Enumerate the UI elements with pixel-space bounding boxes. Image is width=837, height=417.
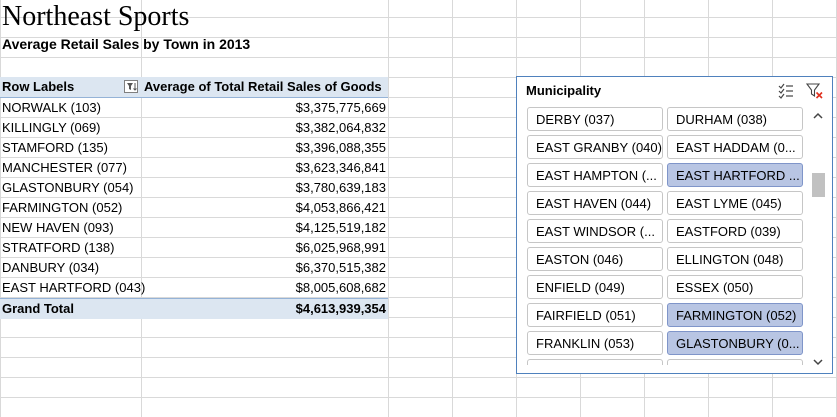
slicer-item[interactable]: EASTFORD (039) [667,219,803,243]
pivot-row[interactable]: FARMINGTON (052) $4,053,866,421 [0,198,388,218]
scroll-thumb[interactable] [812,173,825,197]
chevron-up-icon [813,112,823,119]
pivot-row-label: STAMFORD (135) [2,140,108,155]
slicer-item[interactable]: DERBY (037) [527,107,663,131]
slicer-title: Municipality [526,83,602,98]
pivot-row-value: $3,623,346,841 [295,160,386,175]
column-divider [452,0,453,417]
slicer-item-list[interactable]: DERBY (037) DURHAM (038) EAST GRANBY (040)… [527,107,805,365]
pivot-row[interactable]: GLASTONBURY (054) $3,780,639,183 [0,178,388,198]
pivot-body: NORWALK (103) $3,375,775,669 KILLINGLY (06… [0,98,388,298]
multi-select-icon[interactable] [777,82,795,100]
slicer-item[interactable]: ENFIELD (049) [527,275,663,299]
slicer-item[interactable]: FRANKLIN (053) [527,331,663,355]
grand-total-value: $4,613,939,354 [295,301,386,316]
slicer-item[interactable]: ELLINGTON (048) [667,247,803,271]
pivot-header-row[interactable]: Row Labels Average of Total Retail Sales… [0,77,388,98]
slicer-item[interactable]: FAIRFIELD (051) [527,303,663,327]
pivot-row-value: $6,370,515,382 [295,260,386,275]
pivot-row-value: $3,780,639,183 [295,180,386,195]
pivot-table[interactable]: Row Labels Average of Total Retail Sales… [0,77,388,319]
pivot-row[interactable]: STRATFORD (138) $6,025,968,991 [0,238,388,258]
slicer-item[interactable]: EAST HARTFORD ... [667,163,803,187]
pivot-row[interactable]: MANCHESTER (077) $3,623,346,841 [0,158,388,178]
pivot-row-value: $3,375,775,669 [295,100,386,115]
sheet-title[interactable]: Northeast Sports [2,1,190,32]
pivot-row-value: $4,053,866,421 [295,200,386,215]
column-divider [141,0,142,417]
pivot-row-value: $3,382,064,832 [295,120,386,135]
pivot-row-label: FARMINGTON (052) [2,200,123,215]
pivot-row[interactable]: EAST HARTFORD (043) $8,005,608,682 [0,278,388,298]
slicer-item[interactable]: EAST WINDSOR (... [527,219,663,243]
slicer-item[interactable]: FARMINGTON (052) [667,303,803,327]
sheet-subtitle[interactable]: Average Retail Sales by Town in 2013 [2,36,251,52]
slicer-item[interactable]: EAST LYME (045) [667,191,803,215]
pivot-row-value: $6,025,968,991 [295,240,386,255]
grand-total-label: Grand Total [2,301,74,316]
pivot-row[interactable]: NORWALK (103) $3,375,775,669 [0,98,388,118]
clear-filter-icon[interactable] [805,82,824,100]
scroll-down-button[interactable] [810,353,826,367]
chevron-down-icon [813,359,823,366]
slicer-item[interactable]: GLASTONBURY (0... [667,331,803,355]
pivot-row-value: $3,396,088,355 [295,140,386,155]
pivot-row-label: NORWALK (103) [2,100,101,115]
slicer-item[interactable]: DURHAM (038) [667,107,803,131]
slicer-item[interactable]: EASTON (046) [527,247,663,271]
pivot-row[interactable]: KILLINGLY (069) $3,382,064,832 [0,118,388,138]
value-column-header[interactable]: Average of Total Retail Sales of Goods [144,79,382,94]
pivot-row-label: MANCHESTER (077) [2,160,127,175]
municipality-slicer[interactable]: Municipality DERBY (037) DURHAM (038) EAST… [516,76,833,374]
pivot-row[interactable]: NEW HAVEN (093) $4,125,519,182 [0,218,388,238]
pivot-row-value: $8,005,608,682 [295,280,386,295]
slicer-item[interactable]: ESSEX (050) [667,275,803,299]
filter-sort-icon [127,83,137,91]
grand-total-row[interactable]: Grand Total $4,613,939,354 [0,298,388,319]
scroll-up-button[interactable] [810,107,826,121]
row-labels-filter-button[interactable] [124,80,138,93]
pivot-row-label: GLASTONBURY (054) [2,180,134,195]
slicer-item[interactable] [667,359,803,365]
pivot-row-label: KILLINGLY (069) [2,120,101,135]
pivot-row[interactable]: DANBURY (034) $6,370,515,382 [0,258,388,278]
slicer-item[interactable]: EAST HADDAM (0... [667,135,803,159]
pivot-row-label: DANBURY (034) [2,260,100,275]
slicer-item[interactable]: EAST HAVEN (044) [527,191,663,215]
pivot-row-value: $4,125,519,182 [295,220,386,235]
pivot-row-label: STRATFORD (138) [2,240,115,255]
slicer-scrollbar[interactable] [810,107,826,367]
pivot-row-label: EAST HARTFORD (043) [2,280,146,295]
column-divider [388,0,389,417]
row-labels-header[interactable]: Row Labels [2,79,75,94]
slicer-item[interactable]: EAST HAMPTON (... [527,163,663,187]
pivot-row[interactable]: STAMFORD (135) $3,396,088,355 [0,138,388,158]
pivot-row-label: NEW HAVEN (093) [2,220,114,235]
slicer-item[interactable]: EAST GRANBY (040) [527,135,663,159]
slicer-item[interactable] [527,359,663,365]
